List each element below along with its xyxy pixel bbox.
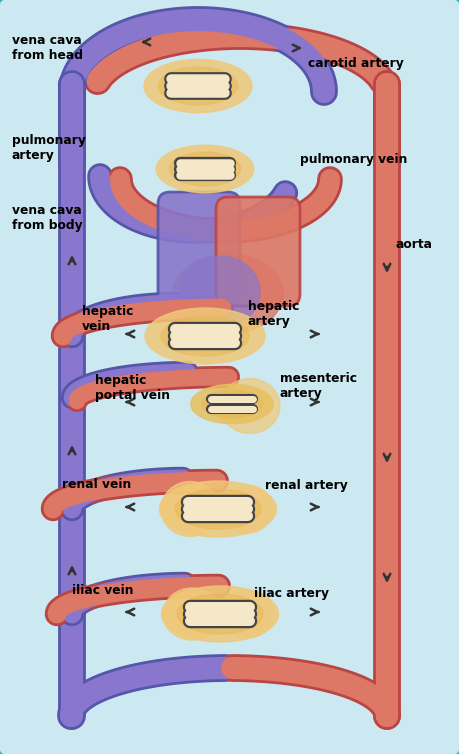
Ellipse shape (159, 481, 276, 537)
FancyBboxPatch shape (158, 192, 240, 306)
Ellipse shape (145, 308, 265, 364)
FancyBboxPatch shape (216, 197, 300, 306)
Ellipse shape (156, 146, 254, 193)
Ellipse shape (180, 256, 260, 328)
Text: aorta: aorta (396, 238, 433, 250)
Ellipse shape (173, 254, 283, 334)
Text: renal artery: renal artery (265, 480, 348, 492)
Text: hepatic
portal vein: hepatic portal vein (95, 374, 170, 402)
Ellipse shape (202, 390, 262, 418)
Ellipse shape (144, 60, 252, 112)
Ellipse shape (175, 489, 261, 529)
Ellipse shape (169, 152, 241, 186)
Ellipse shape (191, 385, 273, 424)
Ellipse shape (162, 586, 279, 642)
Ellipse shape (161, 316, 249, 356)
Text: renal vein: renal vein (62, 477, 131, 491)
Text: mesenteric
artery: mesenteric artery (280, 372, 357, 400)
Text: hepatic
artery: hepatic artery (248, 300, 299, 328)
Text: vena cava
from body: vena cava from body (12, 204, 83, 232)
Text: carotid artery: carotid artery (308, 57, 404, 71)
Text: pulmonary vein: pulmonary vein (300, 152, 408, 165)
Text: hepatic
vein: hepatic vein (82, 305, 134, 333)
Ellipse shape (177, 594, 263, 634)
Ellipse shape (220, 379, 280, 434)
Text: pulmonary
artery: pulmonary artery (12, 134, 86, 162)
Ellipse shape (158, 67, 238, 105)
Ellipse shape (223, 485, 273, 533)
Ellipse shape (161, 482, 219, 537)
Ellipse shape (163, 588, 221, 640)
Text: vena cava
from head: vena cava from head (12, 34, 83, 62)
Text: iliac artery: iliac artery (254, 587, 329, 600)
Text: iliac vein: iliac vein (72, 584, 134, 597)
Ellipse shape (222, 590, 274, 638)
